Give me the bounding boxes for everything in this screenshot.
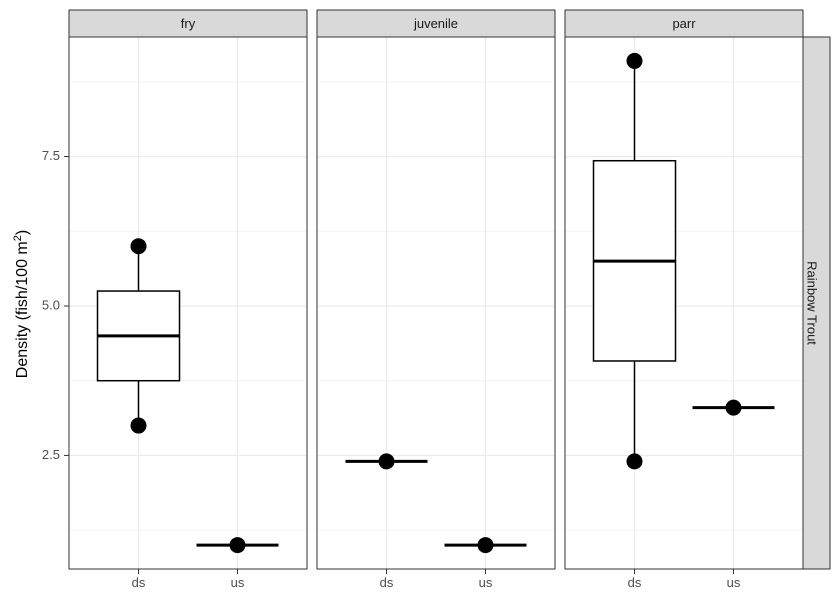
- data-point: [626, 453, 643, 470]
- boxplot-parr-us: [692, 399, 775, 416]
- data-point: [130, 417, 147, 434]
- facet-strip-parr: [564, 9, 804, 38]
- facet-panels: fry ds us juvenile ds us parr ds us: [68, 9, 804, 590]
- x-tick-label: ds: [380, 575, 394, 590]
- panel-border: [68, 36, 308, 570]
- facet-strip-fry: [68, 9, 308, 38]
- y-tick-label: 7.5: [42, 148, 60, 163]
- x-tick-label: ds: [132, 575, 146, 590]
- panel-background: [317, 37, 555, 569]
- facet-strip-label: parr: [672, 16, 696, 31]
- data-point: [378, 453, 395, 470]
- row-strip-background: [802, 36, 831, 570]
- row-strip-label: Rainbow Trout: [805, 261, 820, 345]
- data-point: [725, 399, 742, 416]
- facet-strip-juvenile: [316, 9, 556, 38]
- x-tick-label: us: [479, 575, 493, 590]
- y-axis-ticks: 2.5 5.0 7.5: [42, 148, 69, 462]
- data-point: [477, 537, 494, 554]
- facet-strip-label: fry: [181, 16, 196, 31]
- data-point: [626, 52, 643, 69]
- boxplot-juvenile-ds: [345, 453, 428, 470]
- row-strip: Rainbow Trout: [802, 36, 831, 570]
- panel-border: [316, 36, 556, 570]
- boxplot-juvenile-us: [444, 537, 527, 554]
- panel-juvenile: juvenile ds us: [316, 9, 556, 590]
- y-tick-label: 5.0: [42, 297, 60, 312]
- x-tick-label: us: [727, 575, 741, 590]
- data-point: [229, 537, 246, 554]
- y-tick-label: 2.5: [42, 447, 60, 462]
- x-tick-label: us: [231, 575, 245, 590]
- panel-parr: parr ds us: [564, 9, 804, 590]
- boxplot-fry-us: [196, 537, 279, 554]
- x-tick-label: ds: [628, 575, 642, 590]
- boxplot-fry-ds: [96, 238, 181, 434]
- panel-fry: fry ds us: [68, 9, 308, 590]
- boxplot-parr-ds: [592, 52, 677, 470]
- y-axis-title: Density (fish/100 m2): [12, 230, 31, 378]
- facet-strip-label: juvenile: [413, 16, 458, 31]
- data-point: [130, 238, 147, 255]
